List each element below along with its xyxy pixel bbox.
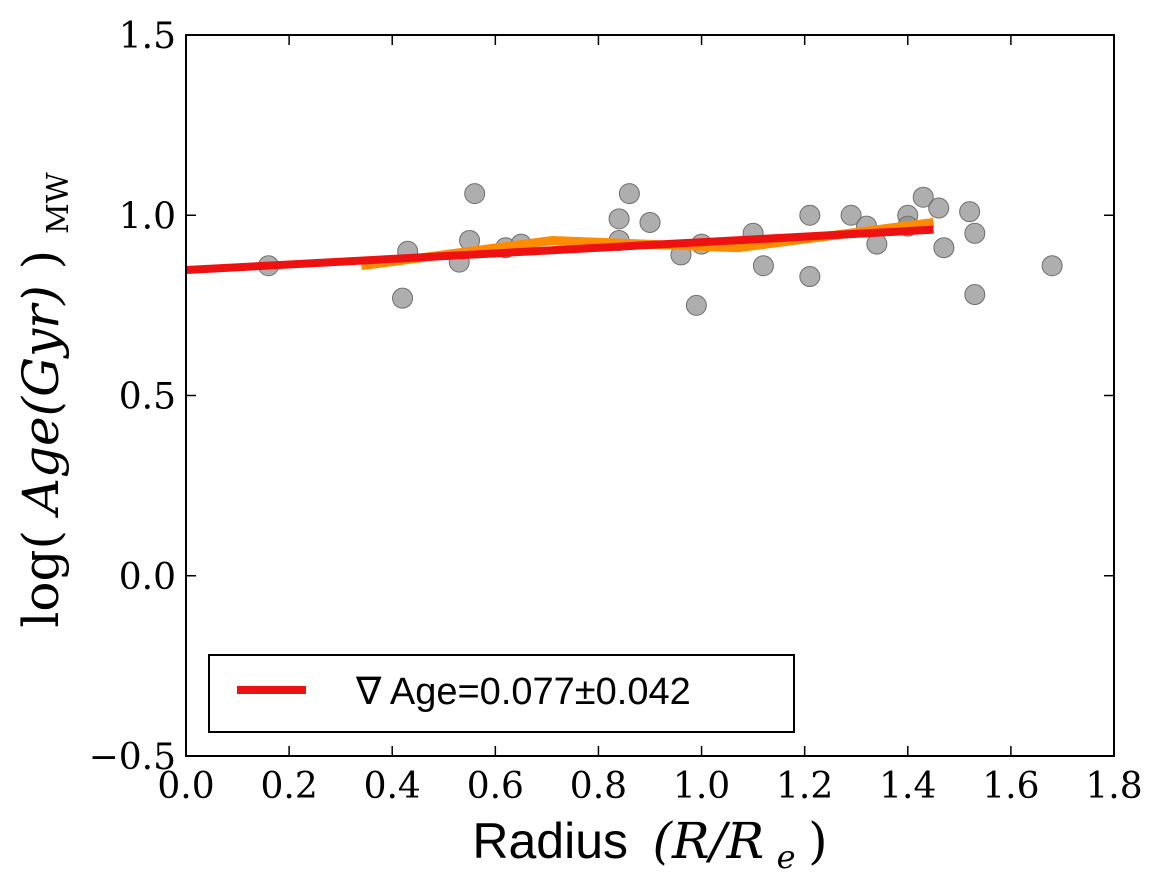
x-tick-label: 1.2 [776,766,833,807]
x-axis-label-close: ) [808,812,828,870]
y-tick-label: 1.0 [119,196,176,237]
legend: ∇ Age=0.077±0.042 [208,654,795,733]
scatter-point [685,294,707,316]
scatter-point [912,186,934,208]
x-tick-label: 0.0 [157,766,214,807]
scatter-point [639,211,661,233]
y-axis-label-prefix: log( [12,530,70,628]
x-tick-label: 0.6 [467,766,524,807]
y-tick-label: 1.5 [119,16,176,57]
scatter-point [618,183,640,205]
y-tick-label: −0.5 [89,737,176,778]
x-axis-label-word: Radius [472,813,628,869]
y-tick-label: 0.0 [119,557,176,598]
legend-label: ∇ Age=0.077±0.042 [355,671,691,713]
scatter-point [964,222,986,244]
scatter-point [1041,255,1063,277]
trend-lines [185,217,935,275]
scatter-point [959,201,981,223]
x-tick-label: 0.2 [260,766,317,807]
scatter-point [752,255,774,277]
x-tick-label: 1.0 [673,766,730,807]
scatter-point [964,284,986,306]
x-tick-label: 0.8 [570,766,627,807]
axis-ticks: 0.0 0.2 0.4 0.6 0.8 1.0 1.2 1.4 1.6 1.8−0.50.00.5… [89,16,1143,807]
scatter-point [392,287,414,309]
x-tick-label: 1.6 [982,766,1039,807]
scatter-point [799,266,821,288]
x-tick-label: 1.8 [1085,766,1142,807]
legend-box [208,654,795,733]
y-axis-label-suffix: ) [12,250,70,270]
x-axis-label: Radius (R/R e ) [472,812,827,879]
fit-line [185,225,934,275]
scatter-point [933,237,955,259]
scatter-point [464,183,486,205]
y-tick-label: 0.5 [119,377,176,418]
y-axis-label-sub: MW [41,172,76,234]
scatter-point [928,197,950,219]
x-axis-label-var: (R/R [653,812,765,870]
x-tick-label: 0.4 [364,766,421,807]
scatter-point [608,208,630,230]
x-axis-label-sub: e [777,838,796,876]
y-axis-label: log( Age(Gyr) ) MW [12,172,76,627]
scatter-point [799,204,821,226]
scatter-point [840,204,862,226]
y-axis-label-var: Age(Gyr) [12,285,70,518]
x-tick-label: 1.4 [879,766,936,807]
